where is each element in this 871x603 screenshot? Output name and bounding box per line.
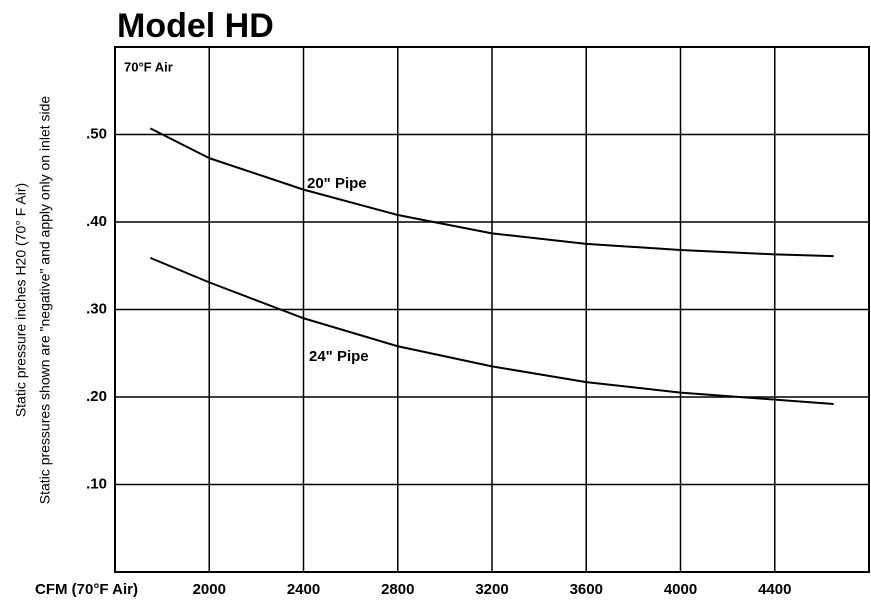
x-tick-label: 3600 [570, 581, 603, 598]
x-tick-label: 2800 [381, 581, 414, 598]
annotation: 20" Pipe [307, 175, 367, 192]
annotation: 24" Pipe [309, 348, 369, 365]
series-line [149, 256, 834, 405]
y-axis-label: Static pressure inches H20 (70° F Air) [13, 183, 29, 417]
y-axis-label: Static pressures shown are "negative" an… [37, 96, 53, 505]
y-tick-label: .40 [86, 213, 107, 230]
chart-title: Model HD [117, 7, 274, 45]
x-tick-label: 2000 [193, 581, 226, 598]
y-tick-label: .10 [86, 475, 107, 492]
annotation: 70°F Air [124, 59, 173, 74]
x-axis-label: CFM (70°F Air) [35, 581, 138, 598]
x-tick-label: 4400 [758, 581, 791, 598]
y-tick-label: .50 [86, 125, 107, 142]
x-tick-label: 2400 [287, 581, 320, 598]
x-tick-label: 4000 [664, 581, 697, 598]
y-tick-label: .20 [86, 388, 107, 405]
series-line [149, 127, 834, 258]
x-tick-label: 3200 [475, 581, 508, 598]
y-tick-label: .30 [86, 300, 107, 317]
